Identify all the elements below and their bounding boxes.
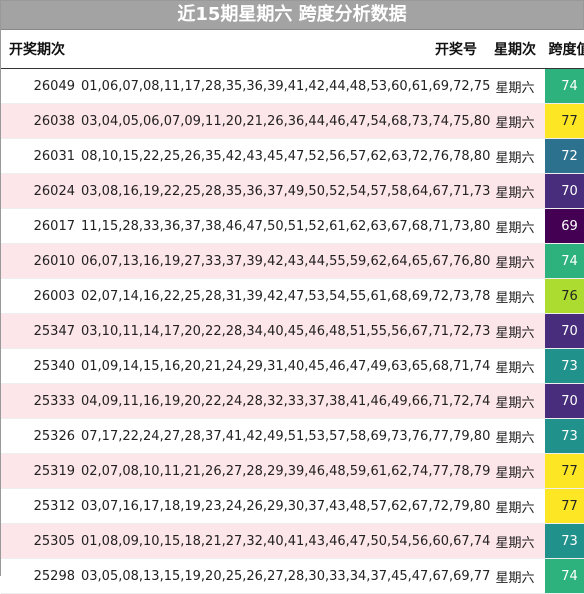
table-row: 26017 11,15,28,33,36,37,38,46,47,50,51,52… <box>1 208 584 244</box>
table-row: 26031 08,10,15,22,25,26,35,42,43,45,47,52… <box>1 138 584 174</box>
cell-issue: 26049 <box>1 68 81 104</box>
header-numbers: 开奖号 <box>81 30 485 69</box>
cell-issue: 25326 <box>1 418 81 454</box>
cell-span: 77 <box>545 103 584 139</box>
cell-numbers: 01,06,07,08,11,17,28,35,36,39,41,42,44,4… <box>81 68 490 104</box>
cell-span: 73 <box>545 418 584 454</box>
cell-numbers: 02,07,14,16,22,25,28,31,39,42,47,53,54,5… <box>81 278 490 314</box>
cell-issue: 26024 <box>1 173 81 209</box>
cell-issue: 26010 <box>1 243 81 279</box>
table-row: 26024 03,08,16,19,22,25,28,35,36,37,49,50… <box>1 173 584 209</box>
cell-issue: 26003 <box>1 278 81 314</box>
cell-weekday: 星期六 <box>485 523 545 559</box>
cell-numbers: 01,08,09,10,15,18,21,27,32,40,41,43,46,4… <box>81 523 490 559</box>
cell-weekday: 星期六 <box>485 313 545 349</box>
page-title: 近15期星期六 跨度分析数据 <box>1 1 583 30</box>
cell-numbers: 02,07,08,10,11,21,26,27,28,29,39,46,48,5… <box>81 453 490 489</box>
cell-issue: 25298 <box>1 558 81 594</box>
table-row: 25298 03,05,08,13,15,19,20,25,26,27,28,30… <box>1 558 584 594</box>
cell-issue: 26038 <box>1 103 81 139</box>
cell-numbers: 03,04,05,06,07,09,11,20,21,26,36,44,46,4… <box>81 103 490 139</box>
cell-weekday: 星期六 <box>485 383 545 419</box>
cell-issue: 25340 <box>1 348 81 384</box>
table-row: 25319 02,07,08,10,11,21,26,27,28,29,39,46… <box>1 453 584 489</box>
cell-span: 73 <box>545 523 584 559</box>
cell-numbers: 08,10,15,22,25,26,35,42,43,45,47,52,56,5… <box>81 138 490 174</box>
cell-numbers: 03,10,11,14,17,20,22,28,34,40,45,46,48,5… <box>81 313 490 349</box>
table-row: 25347 03,10,11,14,17,20,22,28,34,40,45,46… <box>1 313 584 349</box>
table-row: 26010 06,07,13,16,19,27,33,37,39,42,43,44… <box>1 243 584 279</box>
table-body: 26049 01,06,07,08,11,17,28,35,36,39,41,42… <box>1 68 584 594</box>
cell-span: 73 <box>545 348 584 384</box>
cell-span: 74 <box>545 68 584 104</box>
table-row: 26038 03,04,05,06,07,09,11,20,21,26,36,44… <box>1 103 584 139</box>
table-row: 25326 07,17,22,24,27,28,37,41,42,49,51,53… <box>1 418 584 454</box>
cell-weekday: 星期六 <box>485 138 545 174</box>
cell-span: 69 <box>545 208 584 244</box>
cell-weekday: 星期六 <box>485 558 545 594</box>
cell-issue: 25347 <box>1 313 81 349</box>
cell-span: 77 <box>545 453 584 489</box>
table-row: 26003 02,07,14,16,22,25,28,31,39,42,47,53… <box>1 278 584 314</box>
cell-numbers: 03,07,16,17,18,19,23,24,26,29,30,37,43,4… <box>81 488 490 524</box>
cell-span: 70 <box>545 383 584 419</box>
header-weekday: 星期次 <box>485 30 545 69</box>
cell-weekday: 星期六 <box>485 243 545 279</box>
cell-span: 74 <box>545 558 584 594</box>
table-header-row: 开奖期次 开奖号 星期次 跨度值 <box>1 30 584 69</box>
cell-span: 74 <box>545 243 584 279</box>
cell-weekday: 星期六 <box>485 453 545 489</box>
table-row: 25333 04,09,11,16,19,20,22,24,28,32,33,37… <box>1 383 584 419</box>
cell-weekday: 星期六 <box>485 68 545 104</box>
cell-span: 72 <box>545 138 584 174</box>
table-row: 26049 01,06,07,08,11,17,28,35,36,39,41,42… <box>1 68 584 104</box>
cell-weekday: 星期六 <box>485 488 545 524</box>
cell-issue: 26017 <box>1 208 81 244</box>
cell-weekday: 星期六 <box>485 348 545 384</box>
cell-issue: 26031 <box>1 138 81 174</box>
cell-span: 76 <box>545 278 584 314</box>
cell-weekday: 星期六 <box>485 278 545 314</box>
table-row: 25340 01,09,14,15,16,20,21,24,29,31,40,45… <box>1 348 584 384</box>
cell-numbers: 07,17,22,24,27,28,37,41,42,49,51,53,57,5… <box>81 418 490 454</box>
cell-weekday: 星期六 <box>485 208 545 244</box>
cell-numbers: 11,15,28,33,36,37,38,46,47,50,51,52,61,6… <box>81 208 490 244</box>
header-issue: 开奖期次 <box>1 30 81 69</box>
header-span: 跨度值 <box>545 30 584 69</box>
cell-span: 70 <box>545 313 584 349</box>
cell-issue: 25319 <box>1 453 81 489</box>
cell-numbers: 03,05,08,13,15,19,20,25,26,27,28,30,33,3… <box>81 558 490 594</box>
cell-weekday: 星期六 <box>485 173 545 209</box>
cell-weekday: 星期六 <box>485 103 545 139</box>
cell-numbers: 03,08,16,19,22,25,28,35,36,37,49,50,52,5… <box>81 173 490 209</box>
cell-span: 77 <box>545 488 584 524</box>
span-table: 开奖期次 开奖号 星期次 跨度值 26049 01,06,07,08,11,17,… <box>1 30 584 594</box>
cell-span: 70 <box>545 173 584 209</box>
table-row: 25312 03,07,16,17,18,19,23,24,26,29,30,37… <box>1 488 584 524</box>
cell-numbers: 01,09,14,15,16,20,21,24,29,31,40,45,46,4… <box>81 348 490 384</box>
cell-numbers: 06,07,13,16,19,27,33,37,39,42,43,44,55,5… <box>81 243 490 279</box>
cell-issue: 25333 <box>1 383 81 419</box>
cell-issue: 25312 <box>1 488 81 524</box>
cell-weekday: 星期六 <box>485 418 545 454</box>
table-row: 25305 01,08,09,10,15,18,21,27,32,40,41,43… <box>1 523 584 559</box>
cell-numbers: 04,09,11,16,19,20,22,24,28,32,33,37,38,4… <box>81 383 490 419</box>
cell-issue: 25305 <box>1 523 81 559</box>
